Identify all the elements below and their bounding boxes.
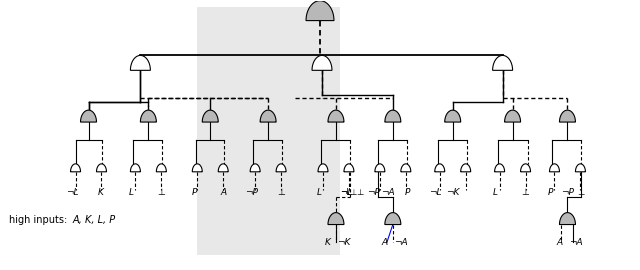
Polygon shape (140, 110, 156, 122)
Text: ¬P: ¬P (244, 188, 257, 197)
Polygon shape (461, 164, 470, 172)
Text: ¬L: ¬L (429, 188, 442, 197)
Text: ¬L: ¬L (67, 188, 79, 197)
Polygon shape (218, 164, 228, 172)
Text: P: P (405, 188, 410, 197)
Polygon shape (81, 110, 97, 122)
Text: A: A (382, 238, 388, 248)
Text: L: L (493, 188, 498, 197)
Polygon shape (202, 110, 218, 122)
Polygon shape (550, 164, 559, 172)
Polygon shape (575, 164, 586, 172)
Text: ⊥: ⊥ (522, 188, 529, 197)
Text: A: A (220, 188, 227, 197)
Text: L: L (129, 188, 134, 197)
Polygon shape (493, 55, 513, 70)
Polygon shape (385, 110, 401, 122)
Polygon shape (559, 212, 575, 225)
Text: ⊥: ⊥ (356, 188, 364, 197)
Polygon shape (504, 110, 520, 122)
Polygon shape (328, 212, 344, 225)
Text: A: A (556, 238, 563, 248)
Polygon shape (375, 164, 385, 172)
Text: ¬P: ¬P (367, 188, 380, 197)
Polygon shape (260, 110, 276, 122)
Polygon shape (559, 110, 575, 122)
Polygon shape (401, 164, 411, 172)
Polygon shape (344, 164, 354, 172)
Polygon shape (495, 164, 504, 172)
Text: high inputs:: high inputs: (9, 215, 70, 225)
Polygon shape (131, 164, 140, 172)
Bar (197, 7, 340, 255)
Polygon shape (131, 55, 150, 70)
Text: ¬A: ¬A (568, 238, 582, 248)
Polygon shape (306, 1, 334, 21)
Text: ¬P: ¬P (561, 188, 574, 197)
Polygon shape (445, 110, 461, 122)
Text: ⊥: ⊥ (157, 188, 165, 197)
Text: ⊥: ⊥ (277, 188, 285, 197)
Text: ¬K: ¬K (337, 238, 351, 248)
Polygon shape (70, 164, 81, 172)
Text: ⊥: ⊥ (577, 188, 584, 197)
Text: P: P (548, 188, 553, 197)
Text: K: K (325, 238, 331, 248)
Text: ¬L⊥: ¬L⊥ (340, 188, 358, 197)
Text: ¬L: ¬L (340, 188, 352, 197)
Polygon shape (312, 55, 332, 70)
Polygon shape (276, 164, 286, 172)
Polygon shape (520, 164, 531, 172)
Text: P: P (191, 188, 197, 197)
Polygon shape (250, 164, 260, 172)
Text: L: L (317, 188, 321, 197)
Polygon shape (97, 164, 106, 172)
Polygon shape (385, 212, 401, 225)
Text: ¬A: ¬A (394, 238, 408, 248)
Text: K: K (97, 188, 104, 197)
Text: A, K, L, P: A, K, L, P (72, 215, 116, 225)
Polygon shape (156, 164, 166, 172)
Polygon shape (318, 164, 328, 172)
Polygon shape (192, 164, 202, 172)
Text: ¬K: ¬K (446, 188, 460, 197)
Text: ¬A: ¬A (381, 188, 395, 197)
Polygon shape (435, 164, 445, 172)
Polygon shape (328, 110, 344, 122)
